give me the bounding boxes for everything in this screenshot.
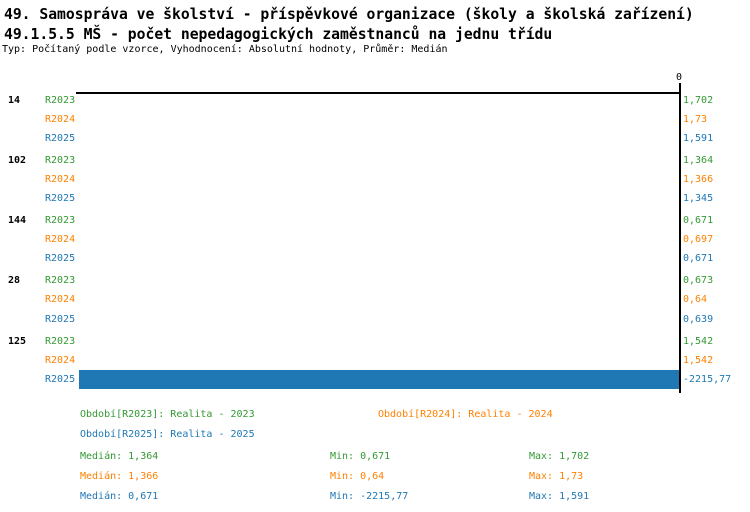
- value-label-28-r2024: 0,64: [683, 294, 708, 306]
- value-label-102-r2025: 1,345: [683, 193, 714, 205]
- stat-min-r2023: Min: 0,671: [330, 451, 391, 462]
- value-label-125-r2025: -2215,77: [683, 373, 732, 385]
- stat-min-r2024: Min: 0,64: [330, 471, 385, 482]
- value-label-14-r2025: 1,591: [683, 132, 714, 144]
- series-label-r2024: R2024: [45, 173, 76, 185]
- axis-zero-label: 0: [675, 72, 683, 83]
- stat-median-r2024: Medián: 1,366: [80, 471, 159, 482]
- series-label-r2025: R2025: [45, 253, 76, 265]
- series-label-r2023: R2023: [45, 335, 76, 347]
- group-label-125: 125: [8, 335, 27, 347]
- value-label-144-r2025: 0,671: [683, 253, 714, 265]
- value-label-102-r2024: 1,366: [683, 173, 714, 185]
- legend-item-r2023: Období[R2023]: Realita - 2023: [80, 408, 255, 420]
- series-label-r2023: R2023: [45, 215, 76, 226]
- indicator-meta-line: Typ: Počítaný podle vzorce, Vyhodnocení:…: [2, 44, 448, 55]
- stat-max-r2025: Max: 1,591: [529, 491, 590, 502]
- page-title: 49. Samospráva ve školství - příspěvkové…: [4, 6, 694, 23]
- stat-min-r2025: Min: -2215,77: [330, 491, 409, 502]
- series-label-r2024: R2024: [45, 113, 76, 125]
- series-label-r2023: R2023: [45, 154, 76, 166]
- value-label-28-r2025: 0,639: [683, 313, 714, 325]
- plot-top-line: [76, 92, 680, 94]
- value-label-125-r2024: 1,542: [683, 354, 714, 366]
- series-label-r2025: R2025: [45, 193, 76, 205]
- value-label-28-r2023: 0,673: [683, 275, 714, 287]
- series-label-r2023: R2023: [45, 275, 76, 287]
- series-label-r2024: R2024: [45, 354, 76, 366]
- group-label-14: 14: [8, 94, 21, 106]
- zero-axis-line: [679, 83, 681, 393]
- series-label-r2025: R2025: [45, 132, 76, 144]
- value-label-125-r2023: 1,542: [683, 335, 714, 347]
- series-label-r2024: R2024: [45, 294, 76, 306]
- value-label-14-r2023: 1,702: [683, 94, 714, 106]
- indicator-subtitle: 49.1.5.5 MŠ - počet nepedagogických zamě…: [4, 26, 553, 43]
- group-label-28: 28: [8, 275, 21, 287]
- negative-value-bar-125-r2025: [79, 369, 679, 389]
- value-label-144-r2024: 0,697: [683, 234, 714, 246]
- series-label-r2025: R2025: [45, 373, 76, 385]
- series-label-r2023: R2023: [45, 94, 76, 106]
- value-label-144-r2023: 0,671: [683, 215, 714, 226]
- stat-median-r2023: Medián: 1,364: [80, 451, 159, 462]
- legend-item-r2025: Období[R2025]: Realita - 2025: [80, 428, 255, 440]
- value-label-102-r2023: 1,364: [683, 154, 714, 166]
- stat-max-r2024: Max: 1,73: [529, 471, 584, 482]
- group-label-102: 102: [8, 154, 27, 166]
- stat-max-r2023: Max: 1,702: [529, 451, 590, 462]
- value-label-14-r2024: 1,73: [683, 113, 708, 125]
- legend-item-r2024: Období[R2024]: Realita - 2024: [378, 408, 553, 420]
- series-label-r2025: R2025: [45, 313, 76, 325]
- group-label-144: 144: [8, 215, 27, 226]
- series-label-r2024: R2024: [45, 234, 76, 246]
- stat-median-r2025: Medián: 0,671: [80, 491, 159, 502]
